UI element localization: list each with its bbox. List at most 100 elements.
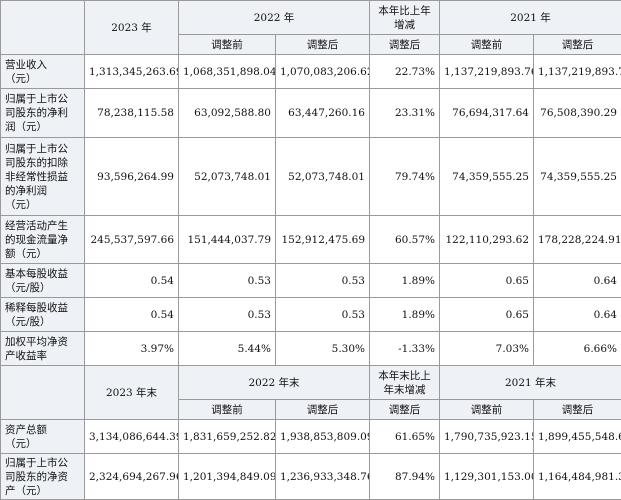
cell-2023: 93,596,264.99 <box>84 137 179 216</box>
header-2021: 2021 年 <box>439 0 621 35</box>
row-label-line: 营业收入 <box>5 58 47 71</box>
cell-change: 60.57% <box>369 215 440 264</box>
cell-2021-after: 178,228,224.91 <box>533 215 621 264</box>
cell-2022-after: 52,073,748.01 <box>275 137 370 216</box>
header-end-2022: 2022 年末 <box>178 365 370 400</box>
cell-2023: 3,134,086,644.39 <box>84 419 179 454</box>
table-row: 归属于上市公 司股东的净利 润（元） 78,238,115.58 63,092,… <box>0 88 621 138</box>
table-row: 稀释每股收益 （元/股） 0.54 0.53 0.53 1.89% 0.65 0… <box>0 297 621 332</box>
row-label-line: 归属于上市公 <box>5 142 68 155</box>
cell-2023: 2,324,694,267.96 <box>84 453 179 500</box>
cell-2023: 3.97% <box>84 331 179 366</box>
cell-2021-after: 0.64 <box>533 263 621 298</box>
cell-2021-before: 1,137,219,893.76 <box>439 54 534 89</box>
cell-change: 22.73% <box>369 54 440 89</box>
header-end-2021-before: 调整前 <box>439 399 534 420</box>
cell-change: 87.94% <box>369 453 440 500</box>
cell-change: 1.89% <box>369 297 440 332</box>
header-row-adjust: 调整前 调整后 调整后 调整前 调整后 <box>1 34 621 55</box>
table-row: 经营活动产生 的现金流量净 额（元） 245,537,597.66 151,44… <box>0 215 621 264</box>
row-label-line: （元/股） <box>5 315 51 328</box>
row-label-line: 润（元） <box>5 121 47 133</box>
cell-2022-after: 152,912,475.69 <box>275 215 370 264</box>
row-label-line: 产（元） <box>5 484 47 497</box>
row-label-line: 归属于上市公 <box>5 93 68 105</box>
table-row: 加权平均净资 产收益率 3.97% 5.44% 5.30% -1.33% 7.0… <box>0 331 621 366</box>
header-end-change-line-2: 年末增减 <box>383 383 426 396</box>
table-row: 归属于上市公 司股东的净资 产（元） 2,324,694,267.96 1,20… <box>0 453 621 500</box>
row-label-line: 的净利润 <box>5 184 47 197</box>
cell-2021-before: 1,790,735,923.15 <box>439 419 534 454</box>
cell-2021-before: 76,694,317.64 <box>439 88 534 138</box>
cell-2022-after: 63,447,260.16 <box>275 88 370 138</box>
cell-change: 79.74% <box>369 137 440 216</box>
cell-2023: 245,537,597.66 <box>84 215 179 264</box>
row-label-line: （元） <box>5 198 37 211</box>
row-label-line: 产收益率 <box>5 349 47 362</box>
row-label-line: 稀释每股收益 <box>5 301 68 314</box>
cell-2023: 1,313,345,263.69 <box>84 54 179 89</box>
row-label-line: 归属于上市公 <box>5 456 68 469</box>
cell-2021-after: 1,137,219,893.76 <box>533 54 621 89</box>
header-end-change-after: 调整后 <box>369 399 440 420</box>
row-label: 基本每股收益 （元/股） <box>0 263 85 298</box>
cell-change: 61.65% <box>369 419 440 454</box>
cell-2022-after: 1,236,933,348.76 <box>275 453 370 500</box>
row-label: 归属于上市公 司股东的净利 润（元） <box>0 88 85 138</box>
header-2022-after: 调整后 <box>275 34 370 55</box>
header-2022-before: 调整前 <box>178 34 276 55</box>
header-change-line-2: 增减 <box>394 18 415 31</box>
cell-2022-before: 0.53 <box>178 263 276 298</box>
row-label-line: （元） <box>5 437 37 450</box>
cell-2023: 0.54 <box>84 263 179 298</box>
cell-2022-before: 1,068,351,898.04 <box>178 54 276 89</box>
cell-2021-before: 74,359,555.25 <box>439 137 534 216</box>
cell-change: 1.89% <box>369 263 440 298</box>
cell-2021-after: 1,899,455,548.60 <box>533 419 621 454</box>
row-label-line: 司股东的扣除 <box>5 156 68 169</box>
row-label: 经营活动产生 的现金流量净 额（元） <box>0 215 85 264</box>
row-label-line: 司股东的净利 <box>5 107 68 119</box>
cell-2022-before: 0.53 <box>178 297 276 332</box>
cell-2022-after: 0.53 <box>275 297 370 332</box>
cell-2021-after: 76,508,390.29 <box>533 88 621 138</box>
cell-2022-before: 1,201,394,849.09 <box>178 453 276 500</box>
row-label-line: 经营活动产生 <box>5 219 68 232</box>
header-row-year-ends: 2023 年末 2022 年末 本年末比上 年末增减 2021 年末 <box>0 365 621 420</box>
row-label: 资产总额 （元） <box>0 419 85 454</box>
row-label-line: 加权平均净资 <box>5 335 68 348</box>
header-end-2022-after: 调整后 <box>275 399 370 420</box>
cell-change: -1.33% <box>369 331 440 366</box>
cell-2021-after: 6.66% <box>533 331 621 366</box>
cell-2022-before: 5.44% <box>178 331 276 366</box>
row-label: 营业收入 （元） <box>0 54 85 89</box>
row-label: 归属于上市公 司股东的净资 产（元） <box>0 453 85 500</box>
table-row: 归属于上市公 司股东的扣除 非经常性损益 的净利润 （元） 93,596,264… <box>0 137 621 216</box>
cell-2022-before: 63,092,588.80 <box>178 88 276 138</box>
header-end-2023: 2023 年末 <box>84 365 179 420</box>
cell-2021-before: 122,110,293.62 <box>439 215 534 264</box>
table-row: 资产总额 （元） 3,134,086,644.39 1,831,659,252.… <box>0 419 621 454</box>
cell-2023: 78,238,115.58 <box>84 88 179 138</box>
header-row-years: 2023 年 2022 年 本年比上年 增减 2021 年 <box>0 0 621 55</box>
header-2022: 2022 年 <box>178 0 370 35</box>
row-label-line: （元/股） <box>5 281 51 294</box>
header-change: 本年比上年 增减 <box>369 0 440 35</box>
table-row: 营业收入 （元） 1,313,345,263.69 1,068,351,898.… <box>0 54 621 89</box>
cell-2022-after: 1,070,083,206.62 <box>275 54 370 89</box>
row-label-line: 额（元） <box>5 247 47 260</box>
cell-2021-after: 0.64 <box>533 297 621 332</box>
row-label-line: （元） <box>5 72 37 85</box>
header-end-2021-after: 调整后 <box>533 399 621 420</box>
header-end-change-line-1: 本年末比上 <box>378 369 431 382</box>
cell-2022-after: 0.53 <box>275 263 370 298</box>
row-label-line: 基本每股收益 <box>5 267 68 280</box>
cell-2021-after: 74,359,555.25 <box>533 137 621 216</box>
header-end-2021: 2021 年末 <box>439 365 621 400</box>
cell-2022-after: 5.30% <box>275 331 370 366</box>
header-corner-2 <box>0 365 85 420</box>
header-end-2022-before: 调整前 <box>178 399 276 420</box>
header-change-line-1: 本年比上年 <box>378 4 431 17</box>
header-2023: 2023 年 <box>84 0 179 55</box>
header-end-change: 本年末比上 年末增减 <box>369 365 440 400</box>
